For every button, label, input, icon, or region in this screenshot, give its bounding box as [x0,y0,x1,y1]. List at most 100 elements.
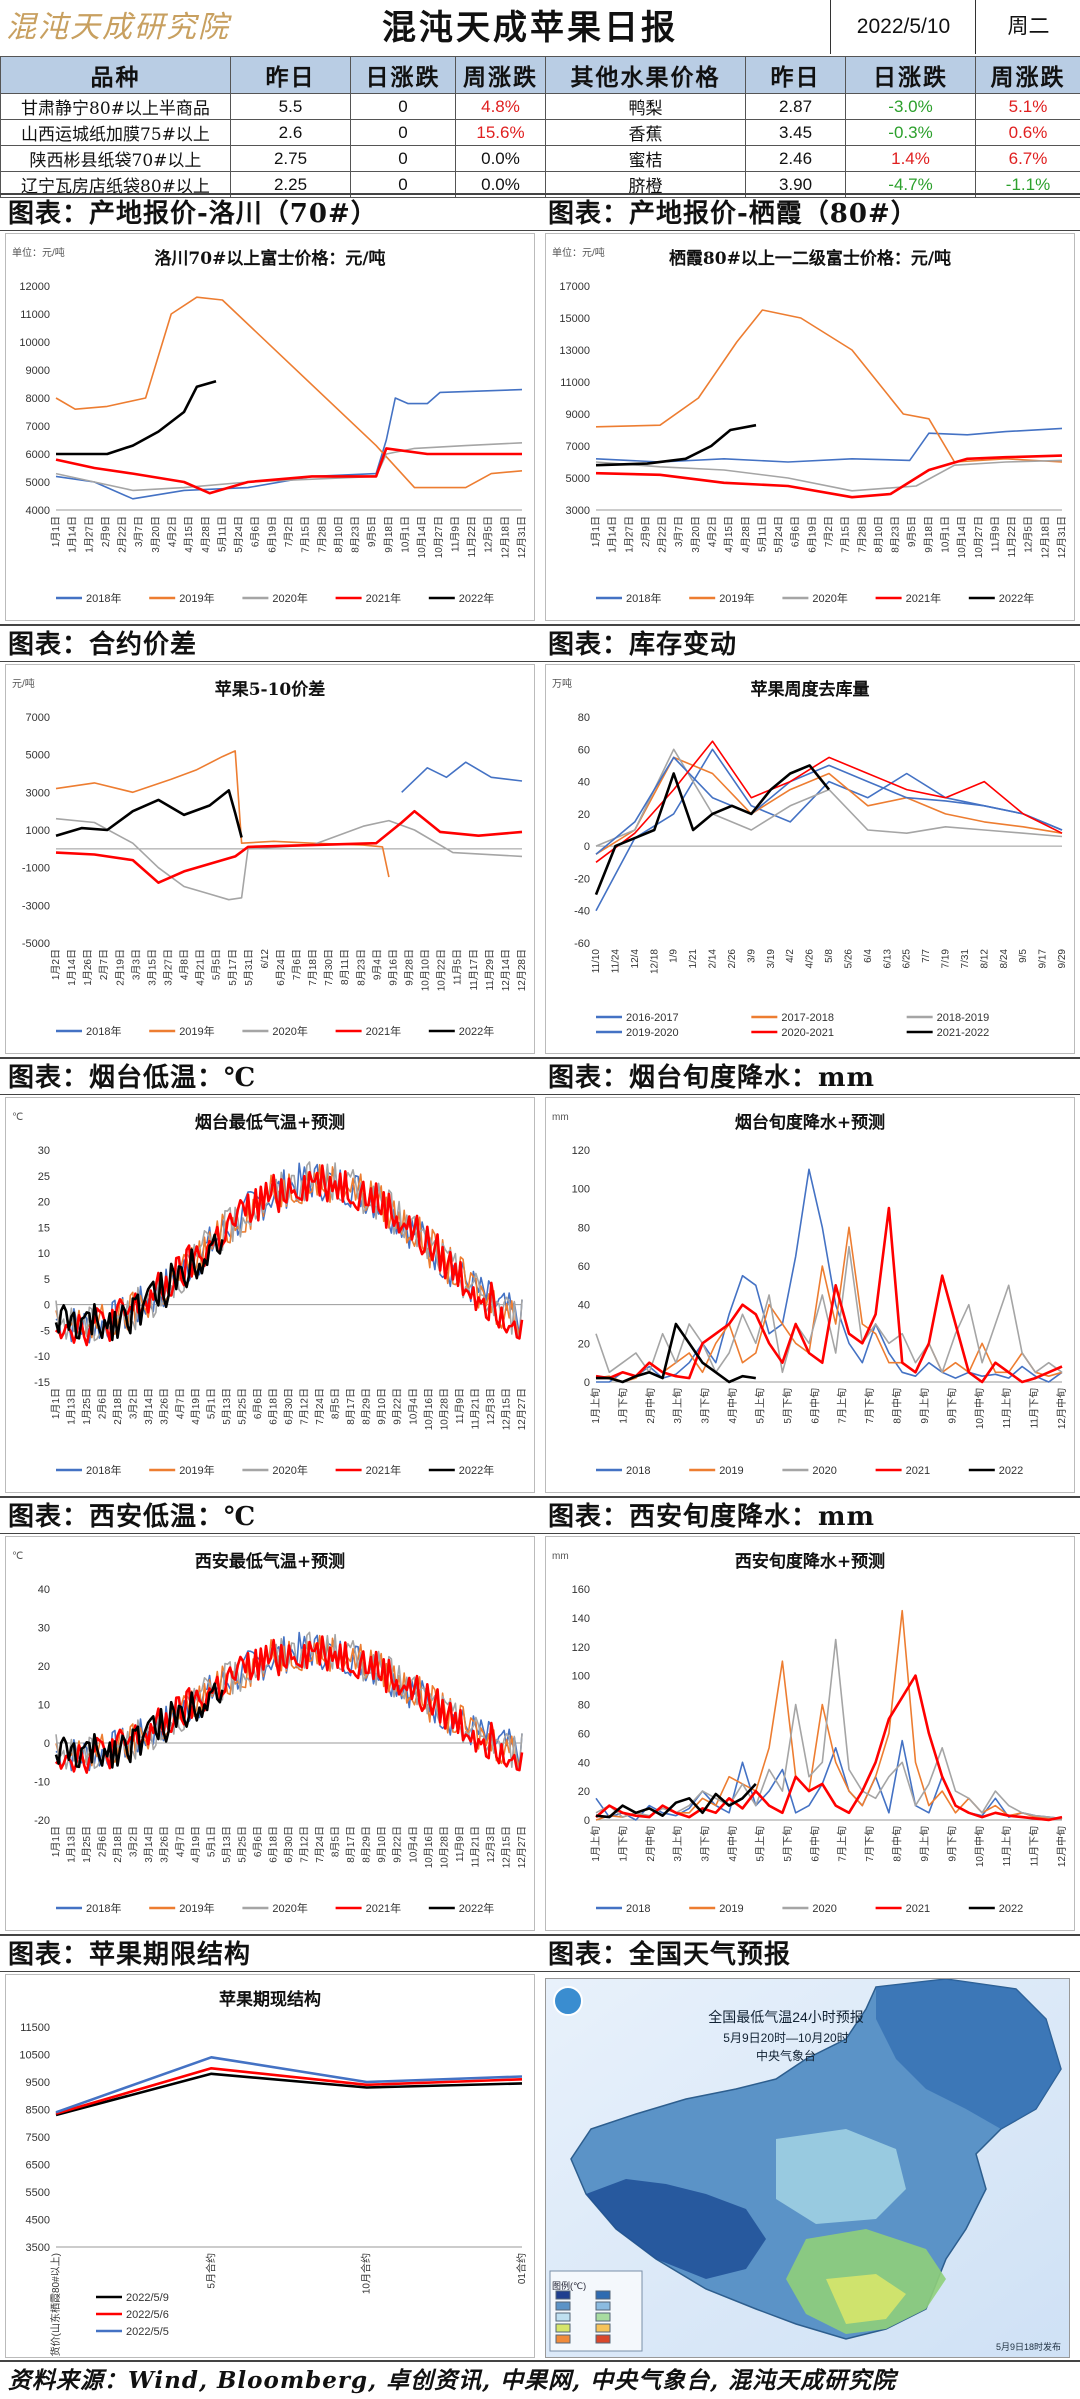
x-tick-label: 5月24日 [233,516,245,553]
x-tick-label: 11月上旬 [1000,1826,1013,1866]
y-tick-label: 10500 [19,2050,50,2062]
table-cell: 甘肃静宁80#以上半商品 [1,94,231,120]
y-tick-label: 0 [44,1738,50,1750]
x-tick-label: 8月11日 [339,949,351,985]
x-tick-label: 9月下旬 [945,1826,958,1862]
x-tick-label: 12月14日 [500,949,512,991]
legend-label: 2021-2022 [937,1027,990,1039]
y-tick-label: -20 [574,873,590,885]
y-tick-label: 60 [578,1728,590,1740]
column-header: 日涨跌 [846,57,976,94]
x-tick-label: 3月27日 [162,949,174,986]
x-tick-label: 3月上旬 [671,1826,684,1862]
report-weekday: 周二 [975,0,1080,54]
x-tick-label: 5/8 [824,949,835,963]
chart-unit: ℃ [12,1112,23,1123]
y-tick-label: 3500 [26,2242,50,2254]
legend-label: 2019年 [179,1901,214,1915]
x-tick-label: 7月28日 [856,516,868,553]
x-tick-label: 8月中旬 [891,1826,904,1862]
x-tick-label: 6月6日 [252,1826,264,1857]
y-tick-label: 20 [38,1661,50,1673]
y-tick-label: 4500 [26,2215,50,2227]
column-header: 周涨跌 [456,57,546,94]
x-tick-label: 9月18日 [383,516,395,553]
table-cell: 0 [351,120,456,146]
x-tick-label: 2月9日 [100,516,112,547]
y-tick-label: 0 [584,1815,590,1827]
x-tick-label: 11月29日 [484,949,496,991]
x-tick-label: 9/5 [1018,949,1029,963]
legend-label: 2019 [719,1465,743,1477]
y-tick-label: -15 [34,1377,50,1389]
series-line-2020 [596,1640,1062,1819]
x-tick-label: 7月24日 [314,1826,326,1863]
x-tick-label: 10月16日 [423,1826,435,1868]
x-tick-label: 9月上旬 [918,1826,931,1862]
x-tick-label: 10月27日 [433,516,445,558]
y-tick-label: 4000 [26,505,50,517]
x-tick-label: 6月19日 [266,516,278,553]
series-line-2022 [56,381,216,454]
x-tick-label: 5月24日 [773,516,785,553]
map-subtitle: 5月9日20时—10月20时 [666,2029,906,2046]
y-tick-label: 17000 [559,281,590,293]
table-cell: 山西运城纸加膜75#以上 [1,120,231,146]
x-tick-label: 12月18日 [1039,516,1051,558]
series-line-2021 [56,448,522,493]
x-tick-label: 1月1日 [50,1826,62,1857]
x-tick-label: 6月19日 [806,516,818,553]
chart-unit: mm [552,1551,569,1562]
x-tick-label: 2月9日 [640,516,652,547]
x-tick-label: 5月上旬 [753,1388,766,1424]
x-tick-label: 6月6日 [252,1388,264,1419]
x-tick-label: 7/19 [941,949,952,969]
x-tick-label: 4月7日 [174,1388,186,1419]
x-tick-label: 6月中旬 [808,1388,821,1424]
y-tick-label: 20 [578,1338,590,1350]
x-tick-label: 8月29日 [361,1826,373,1863]
x-tick-label: 2月22日 [117,516,129,553]
x-tick-label: 4月中旬 [726,1826,739,1862]
legend-label: 2019-2020 [626,1027,679,1039]
x-tick-label: 1月下旬 [616,1388,629,1424]
y-tick-label: -10 [34,1351,50,1363]
x-tick-label: 12月15日 [500,1388,512,1430]
cma-emblem-icon [554,1987,582,2015]
y-tick-label: 1000 [26,825,50,837]
table-cell: 香蕉 [546,120,746,146]
x-tick-label: 7月6日 [291,949,303,980]
table-cell: 陕西彬县纸袋70#以上 [1,146,231,172]
legend-label: 2022年 [999,591,1034,605]
table-header-row: 品种昨日日涨跌周涨跌其他水果价格昨日日涨跌周涨跌 [1,57,1080,94]
y-tick-label: 7000 [566,441,590,453]
legend-label: 2018 [626,1465,650,1477]
legend-label: 2020-2021 [781,1027,834,1039]
x-tick-label: 1月14日 [67,516,79,553]
x-tick-label: 9月10日 [376,1388,388,1425]
x-tick-label: 3月20日 [690,516,702,553]
y-tick-label: 60 [578,1261,590,1273]
x-tick-label: 10月1日 [940,516,952,553]
y-tick-label: 140 [572,1613,590,1625]
legend-label: 2021年 [906,591,941,605]
x-tick-label: 11月9日 [449,516,461,552]
series-line-2020-2021 [596,741,1062,862]
chart-title: 烟台旬度降水+预测 [735,1112,885,1133]
y-tick-label: 0 [584,1377,590,1389]
x-tick-label: 3月14日 [143,1826,155,1863]
y-tick-label: 9000 [26,365,50,377]
x-tick-label: 8月5日 [330,1826,342,1857]
x-tick-label: 1月27日 [83,516,95,553]
x-tick-label: 11月下旬 [1028,1388,1041,1428]
x-tick-label: 5月25日 [236,1826,248,1863]
y-tick-label: 6500 [26,2160,50,2172]
x-tick-label: 2月中旬 [644,1826,657,1862]
legend-color-swatch [556,2324,570,2332]
x-tick-label: 6月6日 [790,516,802,547]
x-tick-label: 1月2日 [50,949,62,980]
x-tick-label: 5月1日 [205,1388,217,1419]
y-tick-label: 7500 [26,2132,50,2144]
x-tick-label: 9月18日 [923,516,935,553]
